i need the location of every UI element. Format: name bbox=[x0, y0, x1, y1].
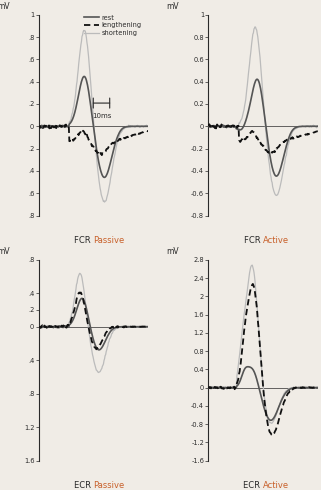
Text: Passive: Passive bbox=[93, 236, 125, 245]
Text: FCR: FCR bbox=[74, 236, 93, 245]
Text: mV: mV bbox=[167, 247, 179, 256]
Text: mV: mV bbox=[0, 247, 10, 256]
Text: Active: Active bbox=[263, 481, 289, 490]
Legend: rest, lengthening, shortening: rest, lengthening, shortening bbox=[83, 14, 142, 37]
Text: mV: mV bbox=[0, 1, 10, 11]
Text: FCR: FCR bbox=[244, 236, 263, 245]
Text: ECR: ECR bbox=[74, 481, 93, 490]
Text: Active: Active bbox=[263, 236, 289, 245]
Text: Passive: Passive bbox=[93, 481, 125, 490]
Text: ECR: ECR bbox=[243, 481, 263, 490]
Text: 10ms: 10ms bbox=[92, 113, 111, 119]
Text: mV: mV bbox=[167, 1, 179, 11]
